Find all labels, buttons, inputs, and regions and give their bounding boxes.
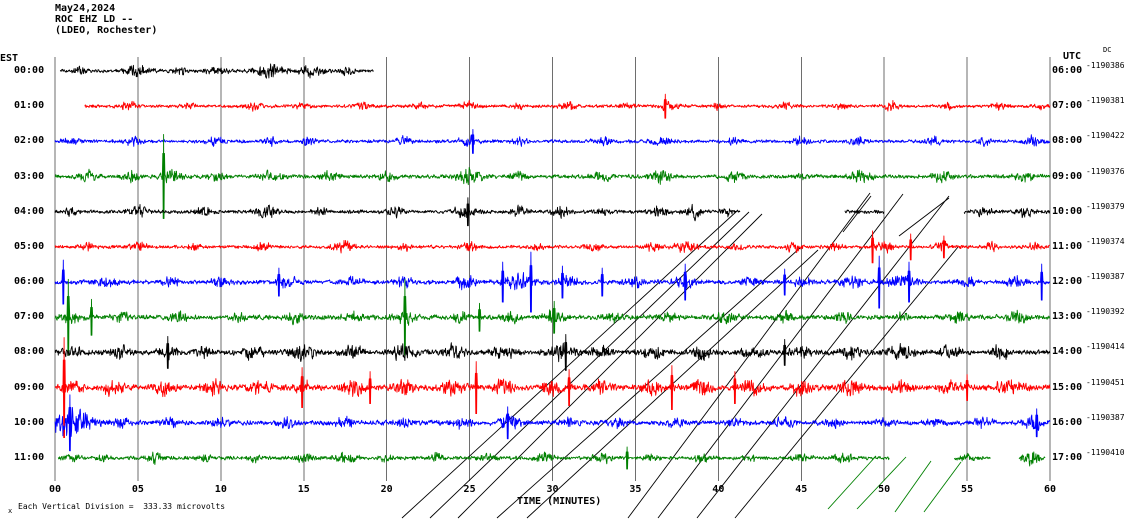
footnote-prefix: x	[8, 507, 13, 515]
est-axis-label: EST	[0, 53, 19, 64]
row-utc-label: 12:00	[1052, 276, 1083, 288]
row-est-label: 02:00	[14, 135, 45, 147]
seismo-trace	[54, 128, 1051, 154]
seismo-trace	[54, 333, 1051, 371]
row-est-label: 04:00	[14, 205, 45, 217]
diagonal-line	[657, 193, 904, 519]
diagonal-line	[734, 246, 959, 519]
diagonal-line	[696, 195, 950, 519]
diagonal-line	[923, 461, 962, 513]
row-utc-label: 10:00	[1052, 205, 1083, 217]
x-tick-label: 45	[795, 484, 808, 495]
x-tick-label: 50	[878, 484, 891, 495]
diagonal-line	[627, 192, 871, 519]
x-tick-label: 20	[380, 484, 393, 495]
diagonal-line	[856, 456, 907, 510]
diagonal-line	[401, 210, 738, 519]
row-dc-label: -1190414	[1086, 342, 1125, 352]
dc-axis-label: DC	[1103, 46, 1112, 54]
row-est-label: 00:00	[14, 65, 45, 76]
seismo-trace	[54, 230, 1051, 264]
header-date: May24,2024	[55, 3, 116, 14]
footnote: Each Vertical Division = 333.33 microvol…	[18, 502, 226, 511]
row-dc-label: -1190422	[1086, 131, 1125, 141]
seismo-trace	[844, 209, 885, 214]
row-utc-label: 13:00	[1052, 311, 1083, 323]
row-utc-label: 14:00	[1052, 346, 1083, 358]
row-est-label: 11:00	[14, 451, 45, 463]
x-tick-label: 25	[463, 484, 476, 495]
row-est-label: 07:00	[14, 311, 45, 323]
diagonal-line	[898, 197, 950, 237]
row-utc-label: 09:00	[1052, 170, 1083, 182]
row-dc-label: -1190386	[1086, 61, 1125, 70]
row-dc-label: -1190379	[1086, 201, 1125, 211]
x-tick-label: 30	[546, 484, 559, 495]
seismo-trace	[54, 251, 1051, 313]
seismo-trace	[84, 93, 1051, 119]
header-location: (LDEO, Rochester)	[55, 25, 158, 36]
row-utc-label: 11:00	[1052, 240, 1083, 252]
x-tick-label: 00	[48, 484, 62, 495]
seismo-trace	[54, 337, 1051, 439]
seismo-trace	[54, 394, 1051, 452]
row-est-label: 06:00	[14, 276, 45, 288]
x-tick-label: 15	[297, 484, 310, 495]
row-utc-label: 15:00	[1052, 381, 1083, 393]
row-est-label: 10:00	[14, 416, 45, 428]
row-est-label: 09:00	[14, 381, 45, 393]
row-dc-label: -1190376	[1086, 166, 1125, 176]
row-utc-label: 17:00	[1052, 451, 1083, 463]
diagonal-line	[894, 460, 932, 513]
row-est-label: 03:00	[14, 170, 45, 182]
row-utc-label: 08:00	[1052, 135, 1083, 147]
x-tick-label: 40	[712, 484, 725, 495]
diagonal-line	[457, 213, 763, 519]
diagonal-line	[842, 195, 872, 233]
seismo-trace	[57, 446, 890, 470]
row-dc-label: -1190374	[1086, 236, 1125, 246]
row-est-label: 08:00	[14, 346, 45, 358]
row-utc-label: 06:00	[1052, 65, 1083, 76]
seismo-trace	[54, 197, 741, 227]
row-dc-label: -1190381	[1086, 96, 1125, 106]
seismo-trace	[54, 278, 1051, 356]
seismo-trace	[953, 452, 991, 462]
row-dc-label: -1190387	[1086, 272, 1125, 282]
x-tick-label: 10	[214, 484, 227, 495]
row-utc-label: 16:00	[1052, 416, 1083, 428]
row-est-label: 05:00	[14, 240, 45, 252]
diagonal-line	[827, 455, 877, 510]
header-station: ROC EHZ LD --	[55, 14, 134, 25]
seismo-trace	[54, 134, 1051, 219]
seismo-trace	[963, 206, 1051, 219]
row-utc-label: 07:00	[1052, 100, 1083, 112]
row-dc-label: -1190451	[1086, 377, 1125, 387]
x-tick-label: 55	[961, 484, 974, 495]
x-axis-title: TIME (MINUTES)	[517, 496, 602, 507]
x-tick-label: 35	[629, 484, 642, 495]
x-tick-label: 60	[1043, 484, 1057, 495]
utc-axis-label: UTC	[1063, 51, 1082, 62]
row-est-label: 01:00	[14, 100, 45, 112]
row-dc-label: -1190387	[1086, 412, 1125, 422]
x-tick-label: 05	[131, 484, 144, 495]
row-dc-label: -1190392	[1086, 307, 1125, 317]
diagonal-line	[429, 211, 750, 519]
seismo-trace	[59, 63, 374, 79]
seismo-trace	[1018, 451, 1046, 467]
row-dc-label: -1190410	[1086, 447, 1125, 457]
